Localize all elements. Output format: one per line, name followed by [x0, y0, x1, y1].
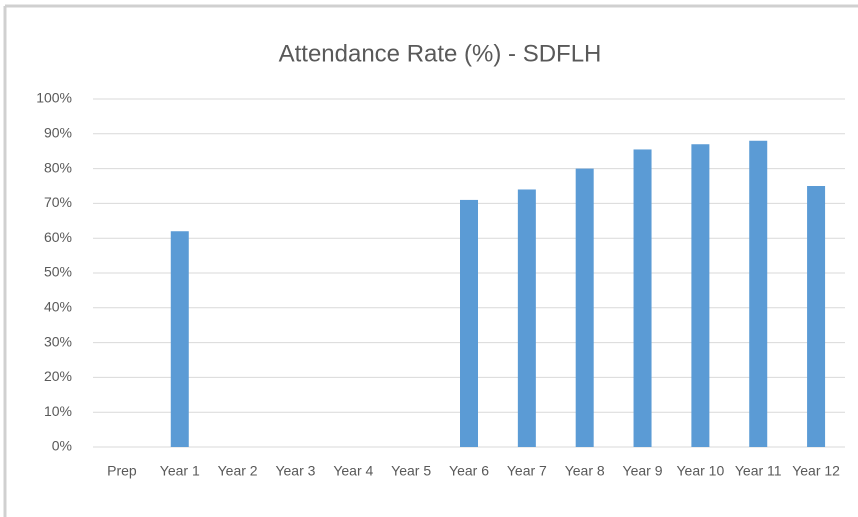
- x-tick-label: Year 6: [449, 463, 489, 479]
- x-tick-label: Year 10: [677, 463, 725, 479]
- y-tick-label: 70%: [44, 194, 72, 210]
- x-tick-label: Year 9: [623, 463, 663, 479]
- x-tick-label: Prep: [107, 463, 137, 479]
- x-tick-label: Year 11: [735, 463, 782, 479]
- bar: [633, 149, 652, 447]
- x-tick-label: Year 12: [792, 463, 840, 479]
- x-tick-label: Year 2: [218, 463, 258, 479]
- y-tick-label: 30%: [44, 333, 72, 349]
- bar: [460, 199, 478, 447]
- y-tick-label: 80%: [44, 159, 72, 175]
- bar: [691, 144, 710, 448]
- y-tick-label: 100%: [36, 90, 72, 106]
- bar: [170, 231, 189, 447]
- bar: [807, 186, 826, 447]
- bar: [517, 189, 536, 448]
- y-tick-label: 60%: [44, 229, 72, 245]
- bar: [575, 168, 594, 447]
- x-tick-label: Year 5: [391, 463, 431, 479]
- x-tick-label: Year 4: [333, 463, 373, 479]
- y-tick-label: 0%: [52, 438, 72, 454]
- y-tick-label: 50%: [44, 264, 72, 280]
- bar: [749, 140, 768, 447]
- y-tick-label: 20%: [44, 368, 72, 384]
- x-tick-label: Year 8: [565, 463, 605, 479]
- y-tick-label: 40%: [44, 299, 72, 315]
- y-tick-label: 90%: [44, 125, 72, 141]
- y-tick-label: 10%: [44, 403, 72, 419]
- x-tick-label: Year 7: [507, 463, 547, 479]
- x-tick-label: Year 3: [275, 463, 315, 479]
- x-tick-label: Year 1: [160, 463, 200, 479]
- chart-title: Attendance Rate (%) - SDFLH: [279, 40, 602, 67]
